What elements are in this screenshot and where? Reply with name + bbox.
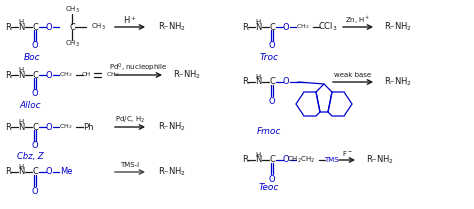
Text: N: N	[255, 78, 261, 87]
Text: O: O	[32, 141, 38, 150]
Text: C: C	[32, 122, 38, 131]
Text: Troc: Troc	[259, 52, 279, 61]
Text: H: H	[18, 119, 24, 125]
Text: O: O	[269, 42, 275, 51]
Text: Pd$^0$, nucleophile: Pd$^0$, nucleophile	[109, 62, 167, 74]
Text: O: O	[46, 23, 52, 32]
Text: C: C	[269, 23, 275, 32]
Text: N: N	[255, 23, 261, 32]
Text: Fmoc: Fmoc	[257, 127, 281, 136]
Text: R–NH$_2$: R–NH$_2$	[173, 69, 201, 81]
Text: Boc: Boc	[24, 52, 40, 61]
Text: CH$_3$: CH$_3$	[64, 39, 80, 49]
Text: O: O	[32, 42, 38, 51]
Text: R–NH$_2$: R–NH$_2$	[158, 166, 185, 178]
Text: C: C	[32, 70, 38, 79]
Text: O: O	[283, 23, 289, 32]
Text: CH$_3$: CH$_3$	[64, 5, 80, 15]
Text: C: C	[69, 23, 75, 32]
Text: O: O	[46, 70, 52, 79]
Text: CH$_2$: CH$_2$	[106, 71, 119, 79]
Text: O: O	[46, 167, 52, 176]
Text: Pd/C, H$_2$: Pd/C, H$_2$	[115, 115, 145, 125]
Text: H: H	[255, 19, 261, 25]
Text: N: N	[18, 122, 24, 131]
Text: Ph: Ph	[83, 122, 93, 131]
Text: R: R	[5, 122, 11, 131]
Text: H: H	[18, 164, 24, 170]
Text: CH$_2$: CH$_2$	[59, 122, 73, 131]
Text: F$^-$: F$^-$	[342, 149, 352, 158]
Text: O: O	[46, 122, 52, 131]
Text: O: O	[32, 89, 38, 98]
Text: R: R	[242, 155, 248, 164]
Text: O: O	[283, 78, 289, 87]
Text: C: C	[32, 23, 38, 32]
Text: O: O	[269, 175, 275, 184]
Text: H$^+$: H$^+$	[123, 14, 137, 26]
Text: Me: Me	[60, 167, 72, 176]
Text: N: N	[18, 70, 24, 79]
Text: C: C	[269, 155, 275, 164]
Text: TMS-I: TMS-I	[120, 162, 139, 168]
Text: Alloc: Alloc	[19, 101, 41, 110]
Text: weak base: weak base	[335, 72, 372, 78]
Text: N: N	[255, 155, 261, 164]
Text: C: C	[269, 78, 275, 87]
Text: R: R	[5, 70, 11, 79]
Text: N: N	[18, 23, 24, 32]
Text: TMS: TMS	[324, 157, 338, 163]
Text: O: O	[32, 186, 38, 195]
Text: Zn, H$^+$: Zn, H$^+$	[345, 14, 371, 26]
Text: CCl$_3$: CCl$_3$	[318, 21, 337, 33]
Text: H: H	[255, 152, 261, 158]
Text: O: O	[283, 155, 289, 164]
Text: R–NH$_2$: R–NH$_2$	[366, 154, 393, 166]
Text: CH$_2$: CH$_2$	[296, 23, 310, 31]
Text: C: C	[32, 167, 38, 176]
Text: H: H	[18, 19, 24, 25]
Text: R–NH$_2$: R–NH$_2$	[158, 21, 185, 33]
Text: H: H	[255, 74, 261, 80]
Text: R–NH$_2$: R–NH$_2$	[384, 21, 411, 33]
Text: N: N	[18, 167, 24, 176]
Text: H: H	[18, 67, 24, 73]
Text: CH$_3$: CH$_3$	[91, 22, 106, 32]
Text: R–NH$_2$: R–NH$_2$	[158, 121, 185, 133]
Text: R: R	[5, 23, 11, 32]
Text: R: R	[242, 78, 248, 87]
Text: R: R	[5, 167, 11, 176]
Text: Cbz, Z: Cbz, Z	[17, 153, 43, 162]
Text: CH: CH	[82, 73, 91, 78]
Text: CH$_2$: CH$_2$	[59, 71, 73, 79]
Text: O: O	[269, 97, 275, 106]
Text: CH$_2$CH$_2$: CH$_2$CH$_2$	[287, 155, 315, 165]
Text: R–NH$_2$: R–NH$_2$	[384, 76, 411, 88]
Text: R: R	[242, 23, 248, 32]
Text: Teoc: Teoc	[259, 184, 279, 192]
